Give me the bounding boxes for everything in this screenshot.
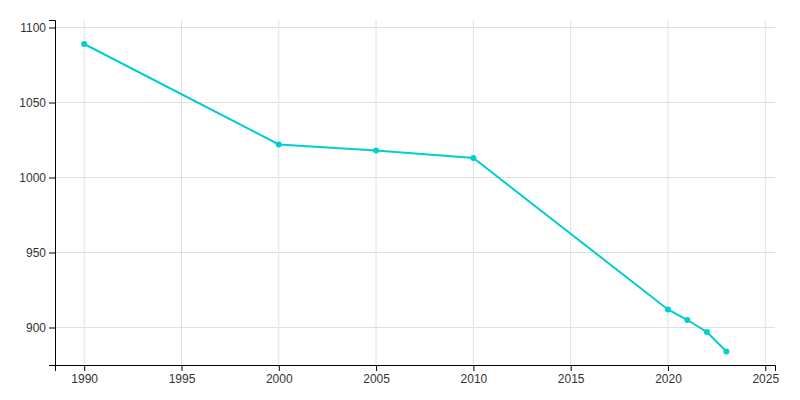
point (684, 317, 690, 323)
grid-line-x (278, 20, 279, 365)
grid-line-x (376, 20, 377, 365)
y-tick: 1050 (19, 96, 55, 110)
y-tick-label: 1050 (19, 96, 46, 110)
grid-line-x (765, 20, 766, 365)
point (470, 155, 476, 161)
point (81, 41, 87, 47)
point (723, 349, 729, 355)
x-tick: 2020 (655, 365, 682, 386)
line (84, 44, 726, 352)
y-tick-label: 1100 (20, 21, 46, 35)
x-axis: 1990 1995 2000 2005 2010 2015 2020 2025 (56, 365, 780, 386)
point (704, 329, 710, 335)
x-tick: 1990 (71, 365, 98, 386)
grid-line-x (84, 20, 85, 365)
x-tick-mark (376, 365, 377, 371)
x-tick-mark (181, 365, 182, 371)
y-tick-label: 900 (26, 321, 46, 335)
y-axis-line (49, 21, 56, 366)
grid-line-x (667, 20, 668, 365)
chart-svg: 1990 1995 2000 2005 2010 2015 2020 2025 900 950 10… (0, 0, 800, 400)
point (373, 148, 379, 154)
y-tick: 900 (26, 321, 55, 335)
y-tick-mark (49, 103, 55, 104)
x-axis-line (56, 366, 776, 372)
y-tick: 950 (26, 246, 55, 260)
grid-line-x (473, 20, 474, 365)
y-tick-label: 1000 (19, 171, 46, 185)
x-tick-label: 2015 (558, 372, 585, 386)
x-tick-mark (668, 365, 669, 371)
grid-line-y (55, 102, 775, 103)
y-tick-mark (49, 253, 55, 254)
x-tick-mark (765, 365, 766, 371)
plot-area: 1990 1995 2000 2005 2010 2015 2020 2025 900 950 10… (19, 20, 779, 386)
x-tick: 2005 (363, 365, 390, 386)
series (81, 41, 729, 355)
point (276, 142, 282, 148)
x-tick-mark (571, 365, 572, 371)
grid-line-y (55, 252, 775, 253)
grid-line-x (181, 20, 182, 365)
point (665, 307, 671, 313)
y-tick: 1000 (19, 171, 55, 185)
x-tick-label: 2010 (461, 372, 488, 386)
x-tick-label: 2025 (752, 372, 779, 386)
grid-line-y (55, 27, 775, 28)
x-tick: 1995 (169, 365, 196, 386)
x-tick-label: 1995 (169, 372, 196, 386)
x-tick-label: 1990 (71, 372, 98, 386)
y-tick-mark (49, 328, 55, 329)
x-tick-label: 2000 (266, 372, 293, 386)
y-tick-mark (49, 178, 55, 179)
y-tick-mark (49, 28, 55, 29)
x-tick: 2025 (752, 365, 779, 386)
grid-line-y (55, 177, 775, 178)
y-tick: 1100 (20, 21, 55, 35)
grid-line-x (570, 20, 571, 365)
y-axis: 900 950 1000 1050 1100 (19, 21, 55, 366)
x-tick-mark (84, 365, 85, 371)
x-tick-label: 2020 (655, 372, 682, 386)
x-tick: 2015 (558, 365, 585, 386)
x-tick-mark (473, 365, 474, 371)
x-tick-mark (279, 365, 280, 371)
x-tick: 2010 (461, 365, 488, 386)
grid (55, 20, 775, 365)
x-tick-label: 2005 (363, 372, 390, 386)
x-tick: 2000 (266, 365, 293, 386)
chart-container: 1990 1995 2000 2005 2010 2015 2020 2025 900 950 10… (0, 0, 800, 400)
grid-line-y (55, 327, 775, 328)
y-tick-label: 950 (26, 246, 46, 260)
